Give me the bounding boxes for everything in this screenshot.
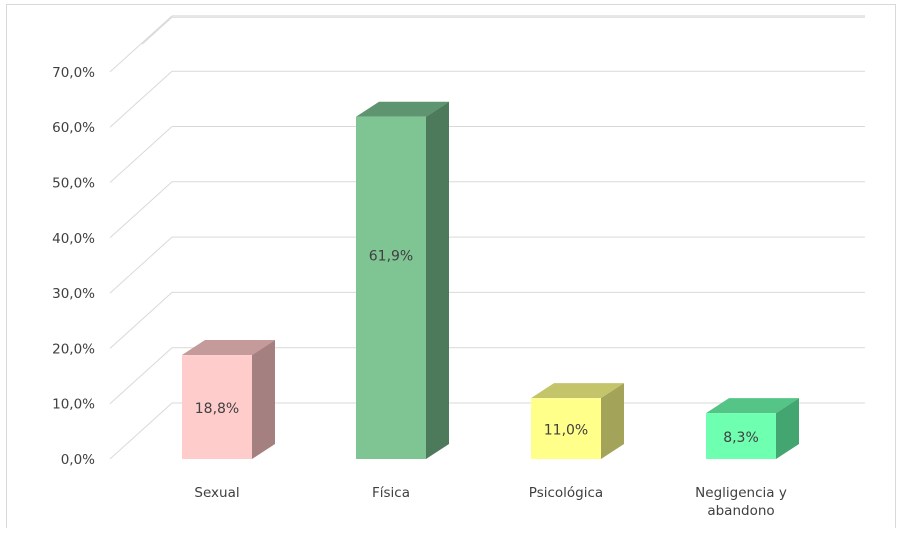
bar-front xyxy=(182,355,252,459)
category-label: Psicológica xyxy=(529,485,603,501)
chart-frame: 0,0% 10,0% 20,0% 30,0% 40,0% 50,0% 60,0% 70,0% … xyxy=(6,4,896,528)
bar-side xyxy=(601,383,624,459)
bar-side xyxy=(426,101,449,460)
data-label: 61,9% xyxy=(369,248,413,264)
bar-top xyxy=(706,398,799,414)
category-label: Negligencia y xyxy=(695,485,787,501)
bar-top xyxy=(531,383,624,399)
y-tick-label: 40,0% xyxy=(52,231,95,247)
category-label: Física xyxy=(372,485,410,501)
bar-top xyxy=(182,340,275,356)
bar xyxy=(182,340,275,459)
bar-front xyxy=(531,398,601,459)
y-axis: 0,0% 10,0% 20,0% 30,0% 40,0% 50,0% 60,0% 70,0% xyxy=(52,65,95,468)
bar-front xyxy=(706,413,776,459)
category-label: Sexual xyxy=(194,485,239,501)
category-label: abandono xyxy=(707,503,774,519)
gridline-diagonal xyxy=(109,347,173,405)
gridline-diagonal xyxy=(141,16,173,45)
y-tick-label: 50,0% xyxy=(52,176,95,192)
y-tick-label: 70,0% xyxy=(52,65,95,81)
bar-chart: 0,0%10,0%20,0%30,0%40,0%50,0%60,0%70,0% … xyxy=(52,15,865,519)
gridline-diagonal xyxy=(109,292,173,349)
data-label: 18,8% xyxy=(195,401,239,417)
bar-front xyxy=(356,116,426,460)
x-axis-categories: Sexual Física Psicológica Negligencia y aban… xyxy=(194,485,786,519)
bar-side xyxy=(776,398,799,459)
bars xyxy=(182,101,799,460)
gridlines xyxy=(109,15,865,460)
data-label: 11,0% xyxy=(544,423,588,439)
data-label: 8,3% xyxy=(723,430,759,446)
gridline-diagonal xyxy=(109,236,173,294)
gridline-diagonal xyxy=(109,181,173,239)
bar xyxy=(706,398,799,459)
data-labels: 18,8% 61,9% 11,0% 8,3% xyxy=(195,248,759,446)
bar xyxy=(531,383,624,459)
bar-side xyxy=(252,340,275,459)
y-tick-label: 0,0% xyxy=(61,452,95,468)
y-tick-label: 20,0% xyxy=(52,341,95,357)
y-tick-label: 60,0% xyxy=(52,120,95,136)
gridline-diagonal xyxy=(109,126,173,183)
y-tick-label: 10,0% xyxy=(52,397,95,413)
bar-top xyxy=(356,101,449,117)
bar xyxy=(356,101,449,460)
gridline-diagonal xyxy=(109,70,173,128)
gridline-diagonal xyxy=(109,402,173,460)
y-tick-label: 30,0% xyxy=(52,286,95,302)
gridline-diagonal xyxy=(109,15,173,73)
